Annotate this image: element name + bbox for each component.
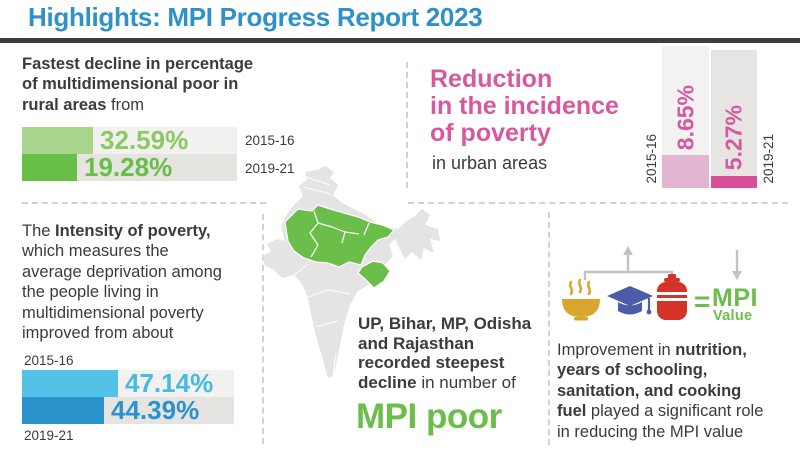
- rural-line3: rural areas from: [22, 95, 312, 115]
- states-line4: decline in number of: [358, 373, 558, 393]
- mpi-value-label-mpi: MPI: [712, 284, 758, 312]
- up-arrow-icon: [623, 246, 633, 272]
- factors-line4-bold: fuel: [557, 402, 587, 421]
- factors-line5: in reducing the MPI value: [557, 422, 744, 441]
- factors-section-text: Improvement in nutrition, years of schoo…: [557, 340, 795, 442]
- urban-bar-2019: 5.27%: [711, 50, 757, 188]
- divider-dash-right: [408, 202, 788, 204]
- states-line2: and Rajasthan: [358, 333, 475, 353]
- rural-bar-2015-fill: [22, 127, 93, 154]
- states-text: UP, Bihar, MP, Odisha and Rajasthan reco…: [358, 314, 558, 392]
- intensity-bar-2015-fill: [22, 370, 118, 397]
- state-borders-green: [309, 210, 370, 258]
- urban-heading: Reduction in the incidence of poverty: [430, 66, 619, 146]
- states-line4-bold: decline: [358, 372, 417, 392]
- rural-bar-2015-period: 2015-16: [245, 133, 295, 148]
- nutrition-bowl-icon: [562, 278, 600, 321]
- rural-line1: Fastest decline in percentage: [22, 55, 254, 73]
- divider-dash-top-middle: [406, 62, 408, 188]
- urban-bar-2015-fill: [662, 155, 709, 188]
- rural-bar-2015-value: 32.59%: [100, 125, 189, 155]
- intensity-bar-2019-value: 44.39%: [111, 395, 200, 425]
- mpi-poor-highlight: MPI poor: [356, 397, 502, 436]
- mpi-factors-graphic: =: [562, 246, 742, 321]
- intensity-bar-2019-period: 2019-21: [24, 428, 74, 443]
- urban-bar-2015: 8.65%: [662, 46, 709, 188]
- urban-heading-line3: of poverty: [430, 118, 551, 147]
- rural-bar-2019-fill: [22, 154, 77, 181]
- intensity-line2: which measures the: [22, 242, 169, 261]
- intensity-section-text: The Intensity of poverty, which measures…: [22, 221, 264, 344]
- urban-heading-line1: Reduction: [430, 65, 553, 93]
- divider-dash-bottom-left: [262, 214, 264, 444]
- factors-line1: Improvement in nutrition,: [557, 340, 795, 360]
- intensity-bar-2015-value: 47.14%: [125, 368, 214, 398]
- intensity-line1-pre: The: [22, 222, 56, 240]
- state-borders-gray: [293, 176, 351, 377]
- divider-dash-bottom-right: [548, 212, 550, 445]
- intensity-line1: The Intensity of poverty,: [22, 221, 264, 241]
- intensity-line3: average deprivation among: [22, 262, 222, 281]
- odisha-shape: [357, 260, 391, 289]
- factors-line2: years of schooling,: [557, 361, 708, 380]
- intensity-line6: improved from about: [22, 324, 174, 343]
- rural-bar-2015: 32.59%: [22, 127, 237, 154]
- intensity-bar-2019: 44.39%: [22, 397, 234, 424]
- factors-line1-pre: Improvement in: [557, 341, 676, 359]
- states-line4-rest: in number of: [416, 372, 516, 392]
- urban-bar-2015-value: 8.65%: [672, 84, 698, 150]
- factors-line4: fuel played a significant role: [557, 401, 795, 421]
- rural-bar-2019-period: 2019-21: [245, 161, 295, 176]
- mpi-value-label-value: Value: [713, 308, 753, 324]
- rural-bar-2019: 19.28%: [22, 154, 237, 181]
- rural-line2: of multidimensional poor in: [22, 75, 239, 94]
- cooking-fuel-cylinder-icon: [657, 274, 687, 320]
- factors-line3: sanitation, and cooking: [557, 381, 742, 400]
- equals-sign: =: [694, 286, 710, 317]
- urban-bar-2019-period: 2019-21: [761, 134, 776, 184]
- factors-line4-rest: played a significant role: [586, 402, 764, 421]
- factors-line1-bold: nutrition,: [675, 341, 747, 359]
- divider-dash-left: [22, 202, 266, 204]
- states-line1: UP, Bihar, MP, Odisha: [358, 314, 532, 333]
- intensity-bar-2019-fill: [22, 397, 104, 424]
- urban-bar-2019-value: 5.27%: [720, 104, 747, 170]
- rural-bar-2019-value: 19.28%: [84, 152, 173, 182]
- intensity-line5: multidimensional poverty: [22, 303, 204, 322]
- states-line3: recorded steepest: [358, 353, 505, 372]
- urban-subheading: in urban areas: [432, 153, 548, 173]
- rural-line3-rest: from: [106, 95, 144, 114]
- highlighted-states-shape: [284, 204, 395, 268]
- bracket-shape: [583, 270, 674, 280]
- title-divider: [0, 38, 800, 43]
- education-cap-icon: [607, 286, 653, 315]
- intensity-line4: the people living in: [22, 283, 159, 302]
- india-map: [263, 166, 440, 378]
- intensity-line1-bold: Intensity of poverty,: [55, 222, 211, 240]
- rural-line3-bold: rural areas: [22, 95, 107, 114]
- urban-heading-line2: in the incidence: [430, 91, 619, 120]
- intensity-bar-2015: 47.14%: [22, 370, 234, 397]
- page-title: Highlights: MPI Progress Report 2023: [28, 2, 483, 32]
- intensity-bar-2015-period: 2015-16: [24, 353, 74, 368]
- urban-bar-2019-fill: [711, 176, 757, 188]
- rural-section-text: Fastest decline in percentage of multidi…: [22, 54, 312, 115]
- down-arrow-icon: [732, 250, 742, 280]
- urban-bar-2015-period: 2015-16: [644, 134, 659, 184]
